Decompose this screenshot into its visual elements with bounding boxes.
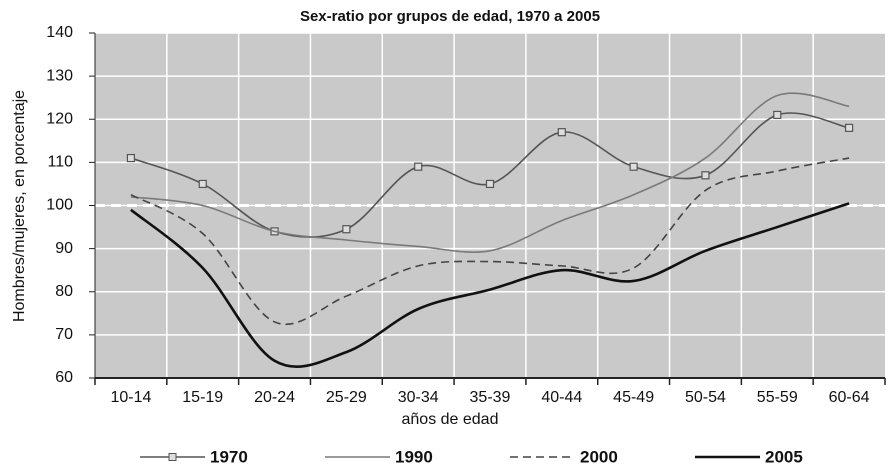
point-marker: [701, 171, 710, 180]
y-tick-label: 60: [55, 369, 73, 386]
y-tick-label: 70: [55, 326, 73, 343]
x-tick-label: 10-14: [110, 389, 151, 406]
legend-marker: [168, 453, 177, 461]
series-line: [130, 202, 850, 368]
y-tick-label: 130: [46, 67, 73, 84]
legend-label: 2000: [580, 447, 618, 466]
point-marker: [844, 123, 854, 132]
y-tick-label: 110: [47, 154, 73, 171]
point-marker: [485, 179, 495, 189]
chart-title: Sex-ratio por grupos de edad, 1970 a 200…: [300, 8, 600, 25]
legend-label: 1970: [210, 447, 248, 466]
point-marker: [629, 162, 638, 171]
y-tick-label: 80: [55, 283, 73, 300]
y-axis-label: Hombres/mujeres, en porcentaje: [11, 90, 28, 322]
point-marker: [198, 179, 207, 189]
point-marker: [342, 225, 351, 234]
x-tick-label: 40-44: [541, 389, 582, 406]
legend-label: 2005: [765, 447, 803, 466]
x-tick-label: 35-39: [470, 389, 511, 406]
series-line: [130, 92, 850, 253]
legend-label: 1990: [395, 447, 433, 466]
series-line: [130, 157, 850, 325]
y-tick-label: 100: [46, 197, 73, 214]
x-tick-label: 60-64: [829, 389, 870, 406]
x-tick-label: 45-49: [613, 389, 654, 406]
x-tick-label: 50-54: [685, 389, 726, 406]
x-tick-label: 20-24: [254, 389, 295, 406]
point-marker: [126, 153, 136, 163]
y-tick-label: 140: [46, 24, 73, 41]
y-tick-label: 120: [46, 110, 73, 127]
x-tick-label: 30-34: [398, 389, 439, 406]
point-marker: [773, 110, 782, 120]
x-tick-label: 15-19: [182, 389, 223, 406]
point-marker: [557, 128, 566, 137]
x-tick-label: 25-29: [326, 389, 367, 406]
x-tick-label: 55-59: [757, 389, 798, 406]
x-axis-label: años de edad: [402, 411, 499, 428]
point-marker: [414, 162, 423, 171]
y-tick-label: 90: [55, 240, 73, 257]
